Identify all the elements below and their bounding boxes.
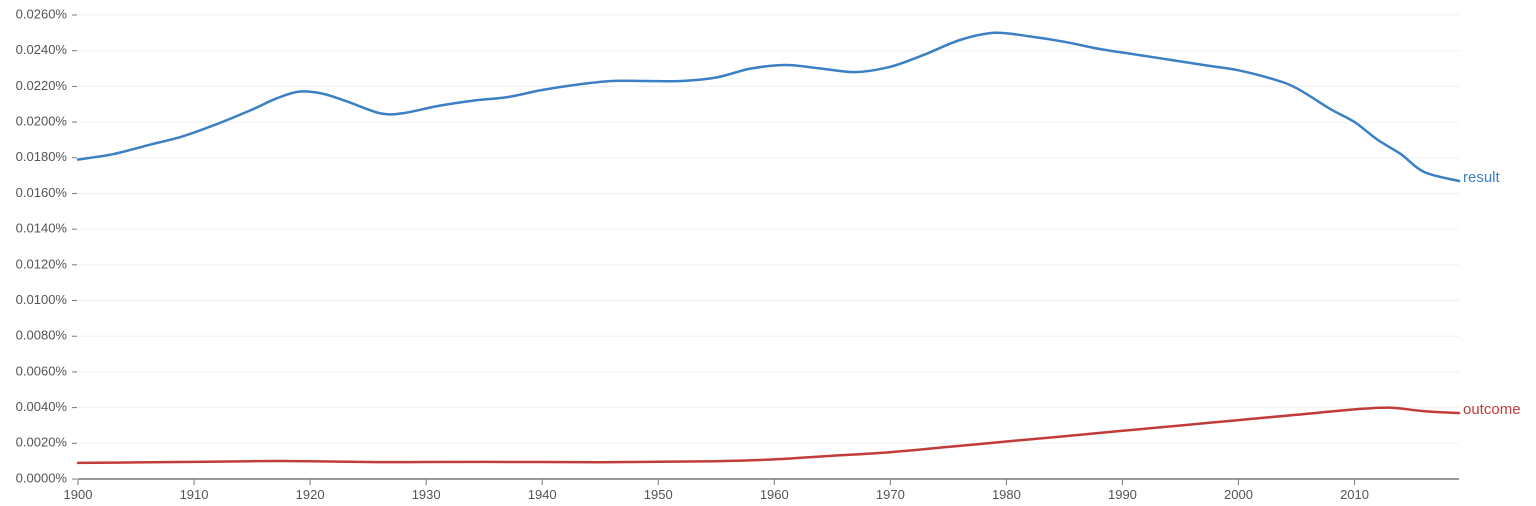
x-tick-label: 1900 bbox=[64, 487, 93, 502]
x-tick-label: 1930 bbox=[412, 487, 441, 502]
y-axis: 0.0000% 0.0020% 0.0040% 0.0060% 0.0080% 0.010… bbox=[16, 6, 77, 485]
y-tick-label: 0.0100% bbox=[16, 292, 68, 307]
y-tick-label: 0.0020% bbox=[16, 435, 68, 450]
y-tick-label: 0.0200% bbox=[16, 114, 68, 129]
x-tick-label: 1920 bbox=[296, 487, 325, 502]
y-tick-label: 0.0040% bbox=[16, 399, 68, 414]
y-tick-label: 0.0180% bbox=[16, 149, 68, 164]
y-tick-label: 0.0140% bbox=[16, 221, 68, 236]
grid-lines bbox=[78, 14, 1459, 480]
series-label-result[interactable]: result bbox=[1463, 169, 1501, 186]
y-tick-label: 0.0060% bbox=[16, 363, 68, 378]
series-lines: result outcome bbox=[76, 31, 1521, 465]
series-line-outcome[interactable] bbox=[76, 406, 1461, 465]
series-outcome[interactable]: outcome bbox=[76, 401, 1521, 465]
y-tick-label: 0.0240% bbox=[16, 42, 68, 57]
x-tick-label: 1980 bbox=[992, 487, 1021, 502]
y-tick-label: 0.0220% bbox=[16, 78, 68, 93]
series-label-outcome[interactable]: outcome bbox=[1463, 401, 1521, 418]
y-tick-label: 0.0000% bbox=[16, 470, 68, 485]
x-tick-label: 1970 bbox=[876, 487, 905, 502]
x-tick-label: 2010 bbox=[1340, 487, 1369, 502]
x-tick-label: 1940 bbox=[528, 487, 557, 502]
y-tick-label: 0.0160% bbox=[16, 185, 68, 200]
x-tick-label: 1990 bbox=[1108, 487, 1137, 502]
series-line-result[interactable] bbox=[76, 31, 1461, 183]
x-tick-label: 1950 bbox=[644, 487, 673, 502]
y-tick-label: 0.0080% bbox=[16, 328, 68, 343]
y-tick-label: 0.0120% bbox=[16, 256, 68, 271]
x-axis: 1900 1910 1920 1930 1940 1950 1960 1970 1980 1990… bbox=[64, 478, 1459, 502]
x-tick-label: 2000 bbox=[1224, 487, 1253, 502]
x-tick-label: 1910 bbox=[180, 487, 209, 502]
x-tick-label: 1960 bbox=[760, 487, 789, 502]
series-result[interactable]: result bbox=[76, 31, 1501, 186]
y-tick-label: 0.0260% bbox=[16, 6, 68, 21]
